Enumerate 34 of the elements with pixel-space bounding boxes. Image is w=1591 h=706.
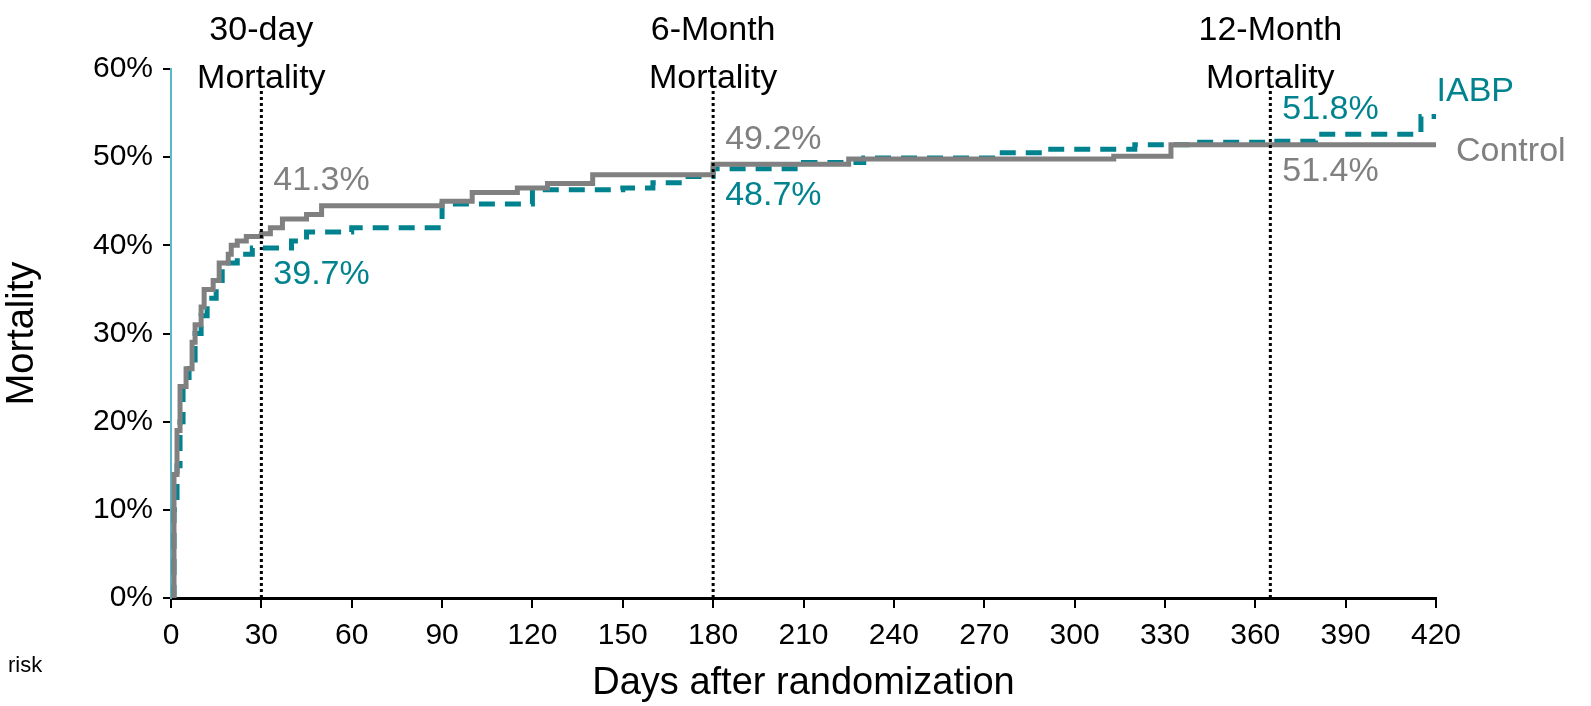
x-tick-label: 330 bbox=[1139, 617, 1190, 651]
ref-line-label: 30-day Mortality bbox=[197, 9, 326, 95]
y-axis-title: Mortality bbox=[0, 261, 42, 406]
x-tick-label: 0 bbox=[162, 617, 180, 651]
text: risk bbox=[8, 652, 43, 678]
y-tick-label: 30% bbox=[92, 314, 153, 348]
data-label: 49.2% bbox=[725, 117, 822, 156]
series-label: IABP bbox=[1436, 69, 1514, 108]
x-tick-label: 360 bbox=[1230, 617, 1281, 651]
x-tick-label: 150 bbox=[597, 617, 648, 651]
x-tick-label: 420 bbox=[1410, 617, 1462, 651]
y-tick-label: 50% bbox=[92, 138, 153, 172]
x-tick-label: 120 bbox=[507, 617, 558, 651]
y-tick-label: 60% bbox=[92, 50, 153, 84]
x-tick-label: 300 bbox=[1049, 617, 1100, 651]
ref-line-label: 6-Month Mortality bbox=[648, 9, 778, 95]
y-tick-label: 10% bbox=[92, 491, 153, 525]
x-tick-label: 30 bbox=[244, 617, 279, 651]
x-tick-label: 180 bbox=[688, 617, 739, 651]
x-tick-label: 390 bbox=[1320, 617, 1371, 651]
series-label: Control bbox=[1456, 130, 1566, 169]
data-label: 41.3% bbox=[273, 159, 370, 198]
x-axis-title: Days after randomization bbox=[592, 659, 1015, 702]
x-tick-label: 240 bbox=[868, 617, 919, 651]
x-tick-label: 90 bbox=[425, 617, 459, 651]
x-tick-label: 210 bbox=[778, 617, 829, 651]
x-tick-label: 270 bbox=[959, 617, 1010, 651]
data-label: 51.4% bbox=[1282, 150, 1379, 189]
x-tick-label: 60 bbox=[335, 617, 369, 651]
data-label: 39.7% bbox=[273, 253, 370, 292]
data-label: 48.7% bbox=[725, 174, 822, 212]
y-tick-label: 40% bbox=[92, 226, 153, 260]
y-tick-label: 20% bbox=[92, 402, 153, 436]
y-tick-label: 0% bbox=[109, 579, 153, 613]
